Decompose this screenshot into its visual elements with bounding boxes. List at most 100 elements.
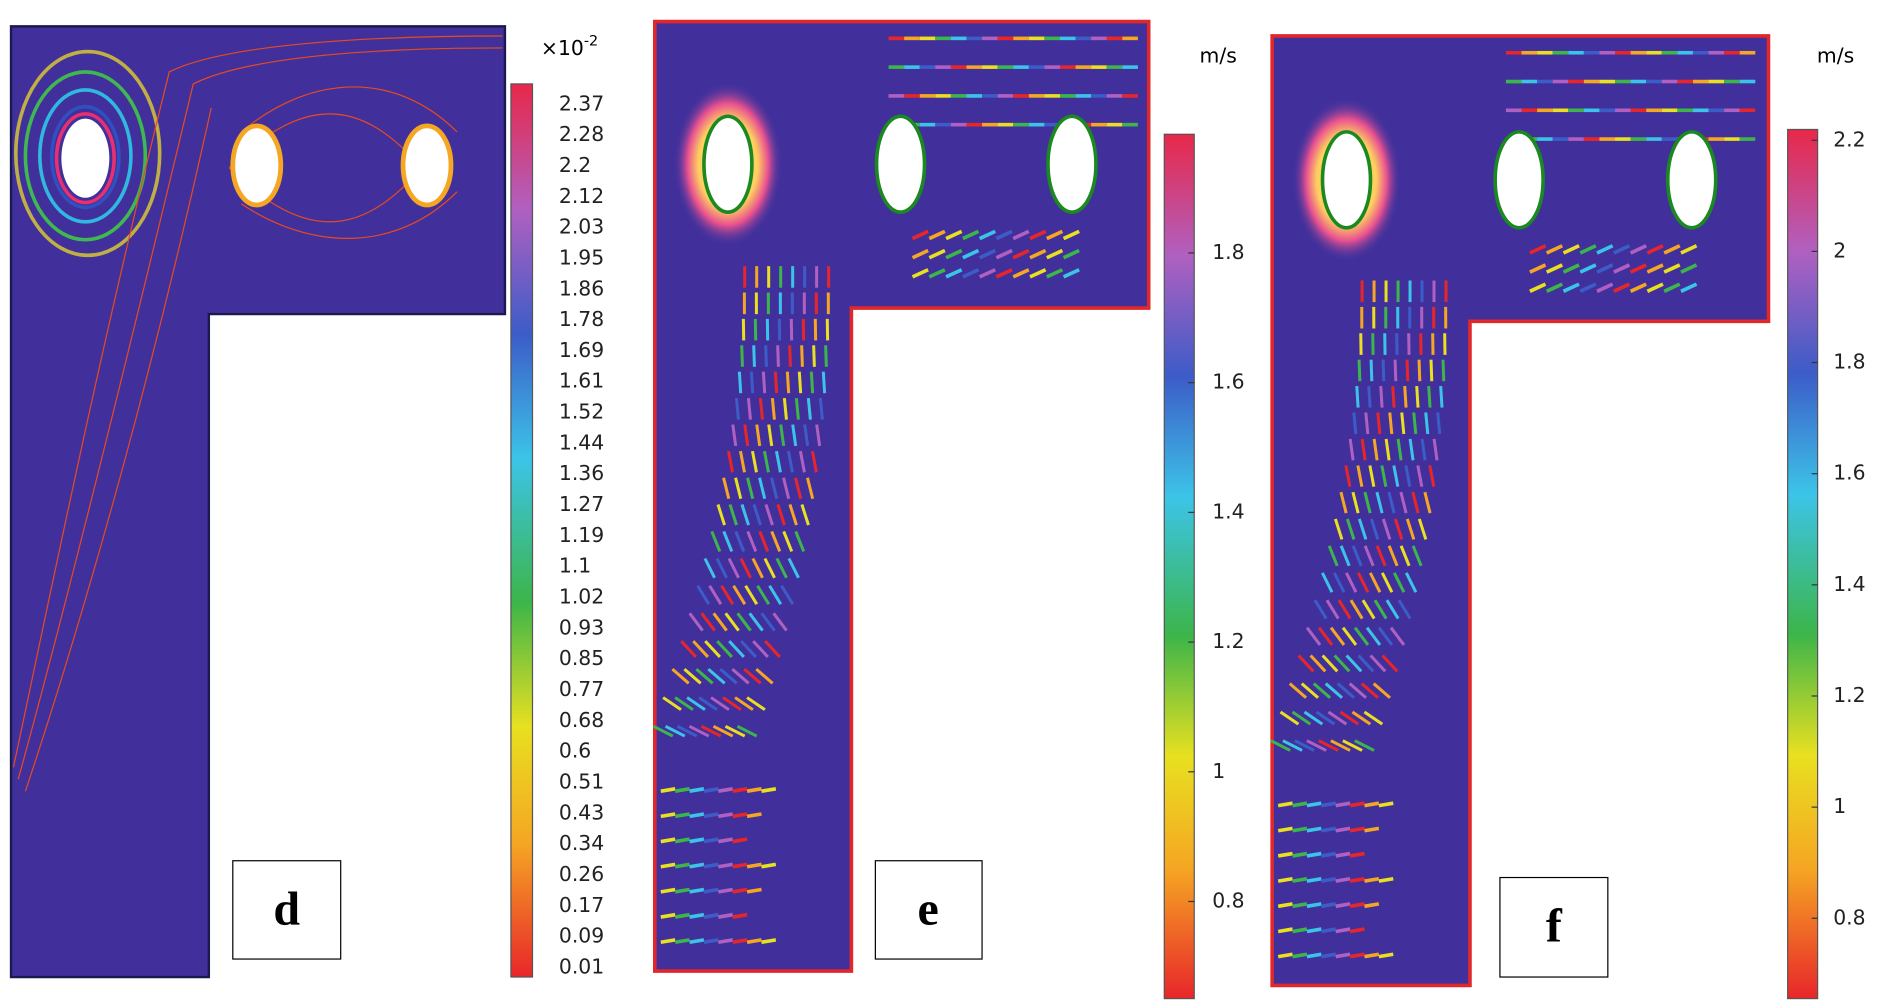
arrow	[1363, 545, 1375, 567]
arrow	[1349, 927, 1365, 934]
arrow	[803, 424, 810, 447]
arrow	[1441, 359, 1446, 382]
arrow	[731, 424, 738, 447]
arrow	[674, 887, 690, 894]
arrow	[728, 640, 745, 658]
arrow	[689, 787, 705, 793]
tick-label: 1.4	[1212, 499, 1244, 523]
arrow	[746, 477, 755, 500]
arrow	[734, 696, 754, 711]
panel-label: d	[273, 882, 300, 935]
arrow	[1663, 244, 1681, 255]
arrow	[1277, 927, 1293, 934]
tick-label: 1.95	[559, 245, 604, 269]
arrow	[1335, 902, 1351, 909]
arrow	[810, 450, 818, 473]
arrow	[1629, 263, 1647, 274]
arrow	[1381, 359, 1386, 382]
arrow	[1404, 465, 1412, 487]
arrow	[732, 812, 748, 819]
arrow	[776, 504, 786, 526]
arrow	[746, 862, 762, 869]
arrow	[1596, 282, 1614, 293]
arrow	[1335, 826, 1351, 833]
arrow	[1388, 412, 1394, 435]
arrow	[737, 371, 743, 394]
arrow	[689, 812, 705, 819]
multiplier: ×10	[541, 36, 584, 60]
tick-label: 1.6	[1833, 461, 1865, 485]
tick-label: 1.8	[1833, 350, 1865, 374]
arrow	[689, 938, 705, 945]
arrow	[692, 640, 710, 658]
arrow	[775, 557, 788, 579]
arrow	[749, 371, 755, 394]
arrow	[1381, 654, 1399, 673]
arrow	[1646, 263, 1664, 274]
arrow	[1392, 572, 1406, 593]
arrow	[1306, 826, 1322, 833]
arrow	[674, 812, 690, 819]
arrow	[1349, 952, 1365, 959]
arrow	[1663, 263, 1681, 274]
arrow	[1363, 710, 1384, 726]
arrow	[1351, 545, 1363, 567]
arrow	[1367, 385, 1372, 408]
arrow	[1357, 654, 1375, 673]
arrow	[1428, 465, 1436, 487]
arrow	[1391, 385, 1396, 408]
tick-label: 1	[1833, 794, 1846, 818]
arrow	[1336, 682, 1356, 699]
arrow	[1629, 244, 1647, 255]
arrow	[763, 557, 776, 579]
arrow	[716, 640, 733, 658]
arrow	[740, 640, 757, 658]
arrow	[1321, 826, 1336, 833]
arrow	[727, 450, 734, 473]
arrow	[736, 724, 758, 738]
arrow	[688, 724, 710, 738]
arrow	[978, 248, 996, 260]
tick-label: 2.2	[1833, 127, 1865, 151]
arrow	[696, 584, 711, 605]
arrow	[700, 612, 716, 632]
arrow	[1046, 248, 1064, 260]
tick-label: 1.27	[559, 492, 604, 516]
arrow	[680, 640, 698, 658]
arrow	[928, 248, 946, 260]
arrow	[1424, 412, 1430, 435]
arrow	[1365, 626, 1382, 646]
tick-label: 0.6	[559, 739, 591, 763]
arrow	[1613, 282, 1631, 293]
arrow	[695, 668, 714, 685]
arrow	[718, 938, 734, 945]
arrow	[1277, 876, 1293, 883]
arrow	[962, 248, 980, 260]
panel-f: m/s f	[1270, 34, 1854, 1000]
arrow	[1292, 952, 1308, 959]
arrow	[707, 668, 726, 685]
arrow	[1364, 876, 1380, 883]
arrow	[712, 724, 734, 738]
arrow	[1646, 244, 1664, 255]
arrow	[722, 696, 742, 711]
tick-label: 0.26	[559, 862, 604, 886]
arrow	[1335, 952, 1351, 959]
arrow	[1324, 682, 1344, 699]
tick-label: 1.52	[559, 400, 604, 424]
tick-label: 1.2	[1833, 683, 1865, 707]
arrow	[1349, 851, 1365, 858]
tick-label: 0.01	[559, 954, 604, 978]
arrow	[703, 938, 719, 945]
tick-label: 2.12	[559, 184, 604, 208]
arrow	[1397, 599, 1412, 620]
arrow	[1562, 244, 1580, 255]
arrow	[1379, 385, 1384, 408]
arrow	[1381, 518, 1392, 540]
arrow	[718, 812, 734, 819]
arrow	[1292, 927, 1308, 934]
arrow	[1291, 710, 1312, 726]
arrow	[1412, 412, 1418, 435]
arrow	[1348, 682, 1368, 699]
arrow	[732, 887, 748, 894]
